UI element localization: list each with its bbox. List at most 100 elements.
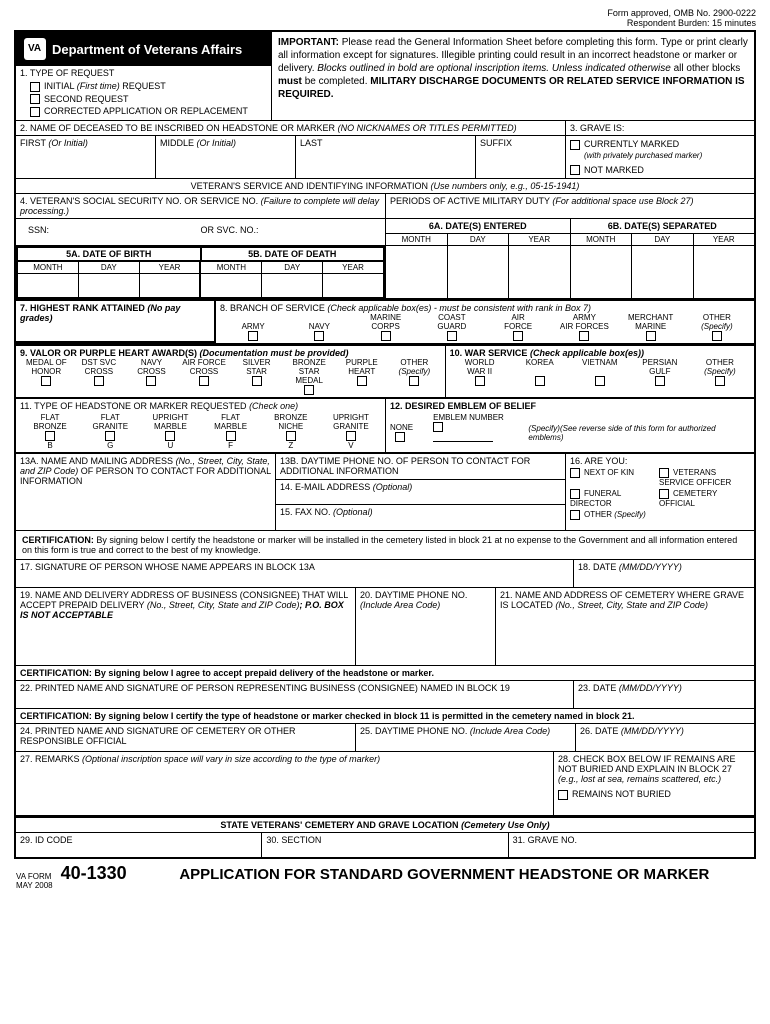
block17[interactable]: 17. SIGNATURE OF PERSON WHOSE NAME APPEA… bbox=[16, 560, 574, 587]
form-footer: VA FORM MAY 2008 40-1330 APPLICATION FOR… bbox=[14, 859, 756, 894]
marker-B[interactable]: FLATBRONZE B bbox=[20, 413, 80, 450]
last-name-field[interactable]: LAST bbox=[296, 136, 476, 178]
entered-month-1[interactable] bbox=[386, 246, 448, 299]
dod-year[interactable] bbox=[323, 274, 383, 297]
ssn-field[interactable]: SSN: bbox=[28, 225, 201, 235]
branch-army-air-forces[interactable]: ARMYAIR FORCES bbox=[551, 313, 617, 341]
separated-year-1[interactable] bbox=[694, 246, 755, 299]
award-5[interactable]: BRONZE STARMEDAL bbox=[283, 358, 336, 395]
dob-year[interactable] bbox=[140, 274, 202, 297]
block2-header: 2. NAME OF DECEASED TO BE INSCRIBED ON H… bbox=[16, 121, 566, 135]
svc-no-field[interactable]: OR SVC. NO.: bbox=[201, 225, 374, 235]
marker-V[interactable]: UPRIGHTGRANITE V bbox=[321, 413, 381, 450]
va-logo-icon bbox=[24, 38, 46, 60]
marker-U[interactable]: UPRIGHTMARBLE U bbox=[140, 413, 200, 450]
war-2[interactable]: VIETNAM bbox=[570, 358, 630, 386]
vso-check[interactable]: VETERANS SERVICE OFFICER bbox=[659, 468, 740, 487]
grave-not-marked[interactable]: NOT MARKED bbox=[570, 164, 750, 177]
block22[interactable]: 22. PRINTED NAME AND SIGNATURE OF PERSON… bbox=[16, 681, 574, 708]
block13a[interactable]: 13A. NAME AND MAILING ADDRESS (No., Stre… bbox=[16, 454, 276, 530]
entered-year-1[interactable] bbox=[509, 246, 571, 299]
dob-day[interactable] bbox=[79, 274, 140, 297]
war-3[interactable]: PERSIANGULF bbox=[630, 358, 690, 386]
form-meta: Form approved, OMB No. 2900-0222 Respond… bbox=[14, 8, 756, 28]
award-1[interactable]: DST SVCCROSS bbox=[73, 358, 126, 395]
request-second[interactable]: SECOND REQUEST bbox=[30, 93, 267, 106]
block30[interactable]: 30. SECTION bbox=[262, 833, 508, 857]
emblem-none[interactable]: NONE bbox=[390, 423, 413, 442]
dates-separated-header: 6B. DATE(S) SEPARATED bbox=[571, 219, 755, 233]
war-4[interactable]: OTHER(Specify) bbox=[690, 358, 750, 386]
block10: 10. WAR SERVICE (Check applicable box(es… bbox=[446, 346, 754, 397]
entered-day-1[interactable] bbox=[448, 246, 510, 299]
block18[interactable]: 18. DATE (MM/DD/YYYY) bbox=[574, 560, 754, 587]
request-corrected[interactable]: CORRECTED APPLICATION OR REPLACEMENT bbox=[30, 105, 267, 118]
kin-check[interactable]: NEXT OF KIN bbox=[570, 468, 651, 487]
branch-army[interactable]: ARMY bbox=[220, 313, 286, 341]
branch-air-force[interactable]: AIRFORCE bbox=[485, 313, 551, 341]
block26[interactable]: 26. DATE (MM/DD/YYYY) bbox=[576, 724, 754, 751]
form-container: Department of Veterans Affairs 1. TYPE O… bbox=[14, 30, 756, 859]
award-0[interactable]: MEDAL OFHONOR bbox=[20, 358, 73, 395]
block19[interactable]: 19. NAME AND DELIVERY ADDRESS OF BUSINES… bbox=[16, 588, 356, 665]
block7[interactable]: 7. HIGHEST RANK ATTAINED (No pay grades) bbox=[16, 301, 216, 343]
certification-3: CERTIFICATION: By signing below I certif… bbox=[16, 709, 754, 724]
block23[interactable]: 23. DATE (MM/DD/YYYY) bbox=[574, 681, 754, 708]
branch-coast-guard[interactable]: COASTGUARD bbox=[419, 313, 485, 341]
block29[interactable]: 29. ID CODE bbox=[16, 833, 262, 857]
branch-navy[interactable]: NAVY bbox=[286, 313, 352, 341]
block27[interactable]: 27. REMARKS (Optional inscription space … bbox=[16, 752, 554, 815]
block24[interactable]: 24. PRINTED NAME AND SIGNATURE OF CEMETE… bbox=[16, 724, 356, 751]
block14[interactable]: 14. E-MAIL ADDRESS (Optional) bbox=[276, 480, 565, 506]
marker-F[interactable]: FLATMARBLE F bbox=[201, 413, 261, 450]
block15[interactable]: 15. FAX NO. (Optional) bbox=[276, 505, 565, 530]
award-2[interactable]: NAVYCROSS bbox=[125, 358, 178, 395]
block3-header: 3. GRAVE IS: bbox=[566, 121, 754, 135]
grave-options: CURRENTLY MARKED(with privately purchase… bbox=[566, 136, 754, 178]
periods-header: PERIODS OF ACTIVE MILITARY DUTY (For add… bbox=[386, 194, 754, 218]
award-3[interactable]: AIR FORCECROSS bbox=[178, 358, 231, 395]
war-1[interactable]: KOREA bbox=[510, 358, 570, 386]
first-name-field[interactable]: FIRST (Or Initial) bbox=[16, 136, 156, 178]
branch-merchant-marine[interactable]: MERCHANTMARINE bbox=[618, 313, 684, 341]
form-title: APPLICATION FOR STANDARD GOVERNMENT HEAD… bbox=[135, 866, 754, 883]
dob-header: 5A. DATE OF BIRTH bbox=[16, 246, 200, 262]
marker-Z[interactable]: BRONZENICHE Z bbox=[261, 413, 321, 450]
award-7[interactable]: OTHER(Specify) bbox=[388, 358, 441, 395]
separated-day-1[interactable] bbox=[632, 246, 694, 299]
dod-day[interactable] bbox=[262, 274, 323, 297]
emblem-number-field[interactable] bbox=[433, 432, 493, 442]
block12: 12. DESIRED EMBLEM OF BELIEF NONE EMBLEM… bbox=[386, 399, 754, 452]
respondent-burden: Respondent Burden: 15 minutes bbox=[14, 18, 756, 28]
dates-entered-header: 6A. DATE(S) ENTERED bbox=[386, 219, 571, 233]
block31[interactable]: 31. GRAVE NO. bbox=[509, 833, 754, 857]
funeral-check[interactable]: FUNERAL DIRECTOR bbox=[570, 489, 651, 508]
dept-header: Department of Veterans Affairs bbox=[16, 32, 271, 66]
emblem-number-check[interactable] bbox=[433, 422, 443, 432]
block13b[interactable]: 13B. DAYTIME PHONE NO. OF PERSON TO CONT… bbox=[276, 454, 565, 480]
marker-G[interactable]: FLATGRANITE G bbox=[80, 413, 140, 450]
suffix-field[interactable]: SUFFIX bbox=[476, 136, 566, 178]
dob-month[interactable] bbox=[18, 274, 79, 297]
award-4[interactable]: SILVERSTAR bbox=[230, 358, 283, 395]
remains-not-buried[interactable]: REMAINS NOT BURIED bbox=[558, 788, 750, 801]
separated-month-1[interactable] bbox=[571, 246, 633, 299]
certification-1: CERTIFICATION: By signing below I certif… bbox=[16, 531, 754, 560]
branch-marine-corps[interactable]: MARINECORPS bbox=[353, 313, 419, 341]
request-initial[interactable]: INITIAL (First time) REQUEST bbox=[30, 80, 267, 93]
other-check[interactable]: OTHER (Specify) bbox=[570, 510, 732, 520]
branch-other[interactable]: OTHER(Specify) bbox=[684, 313, 750, 341]
block25[interactable]: 25. DAYTIME PHONE NO. (Include Area Code… bbox=[356, 724, 576, 751]
cemetery-check[interactable]: CEMETERY OFFICIAL bbox=[659, 489, 740, 508]
form-number: 40-1330 bbox=[61, 863, 127, 884]
block20[interactable]: 20. DAYTIME PHONE NO.(Include Area Code) bbox=[356, 588, 496, 665]
certification-2: CERTIFICATION: By signing below I agree … bbox=[16, 666, 754, 681]
block21[interactable]: 21. NAME AND ADDRESS OF CEMETERY WHERE G… bbox=[496, 588, 754, 665]
middle-name-field[interactable]: MIDDLE (Or Initial) bbox=[156, 136, 296, 178]
grave-marked[interactable]: CURRENTLY MARKED(with privately purchase… bbox=[570, 138, 750, 161]
dod-month[interactable] bbox=[201, 274, 262, 297]
war-0[interactable]: WORLDWAR II bbox=[450, 358, 510, 386]
block8: 8. BRANCH OF SERVICE (Check applicable b… bbox=[216, 301, 754, 343]
award-6[interactable]: PURPLEHEART bbox=[335, 358, 388, 395]
block11: 11. TYPE OF HEADSTONE OR MARKER REQUESTE… bbox=[16, 399, 386, 452]
